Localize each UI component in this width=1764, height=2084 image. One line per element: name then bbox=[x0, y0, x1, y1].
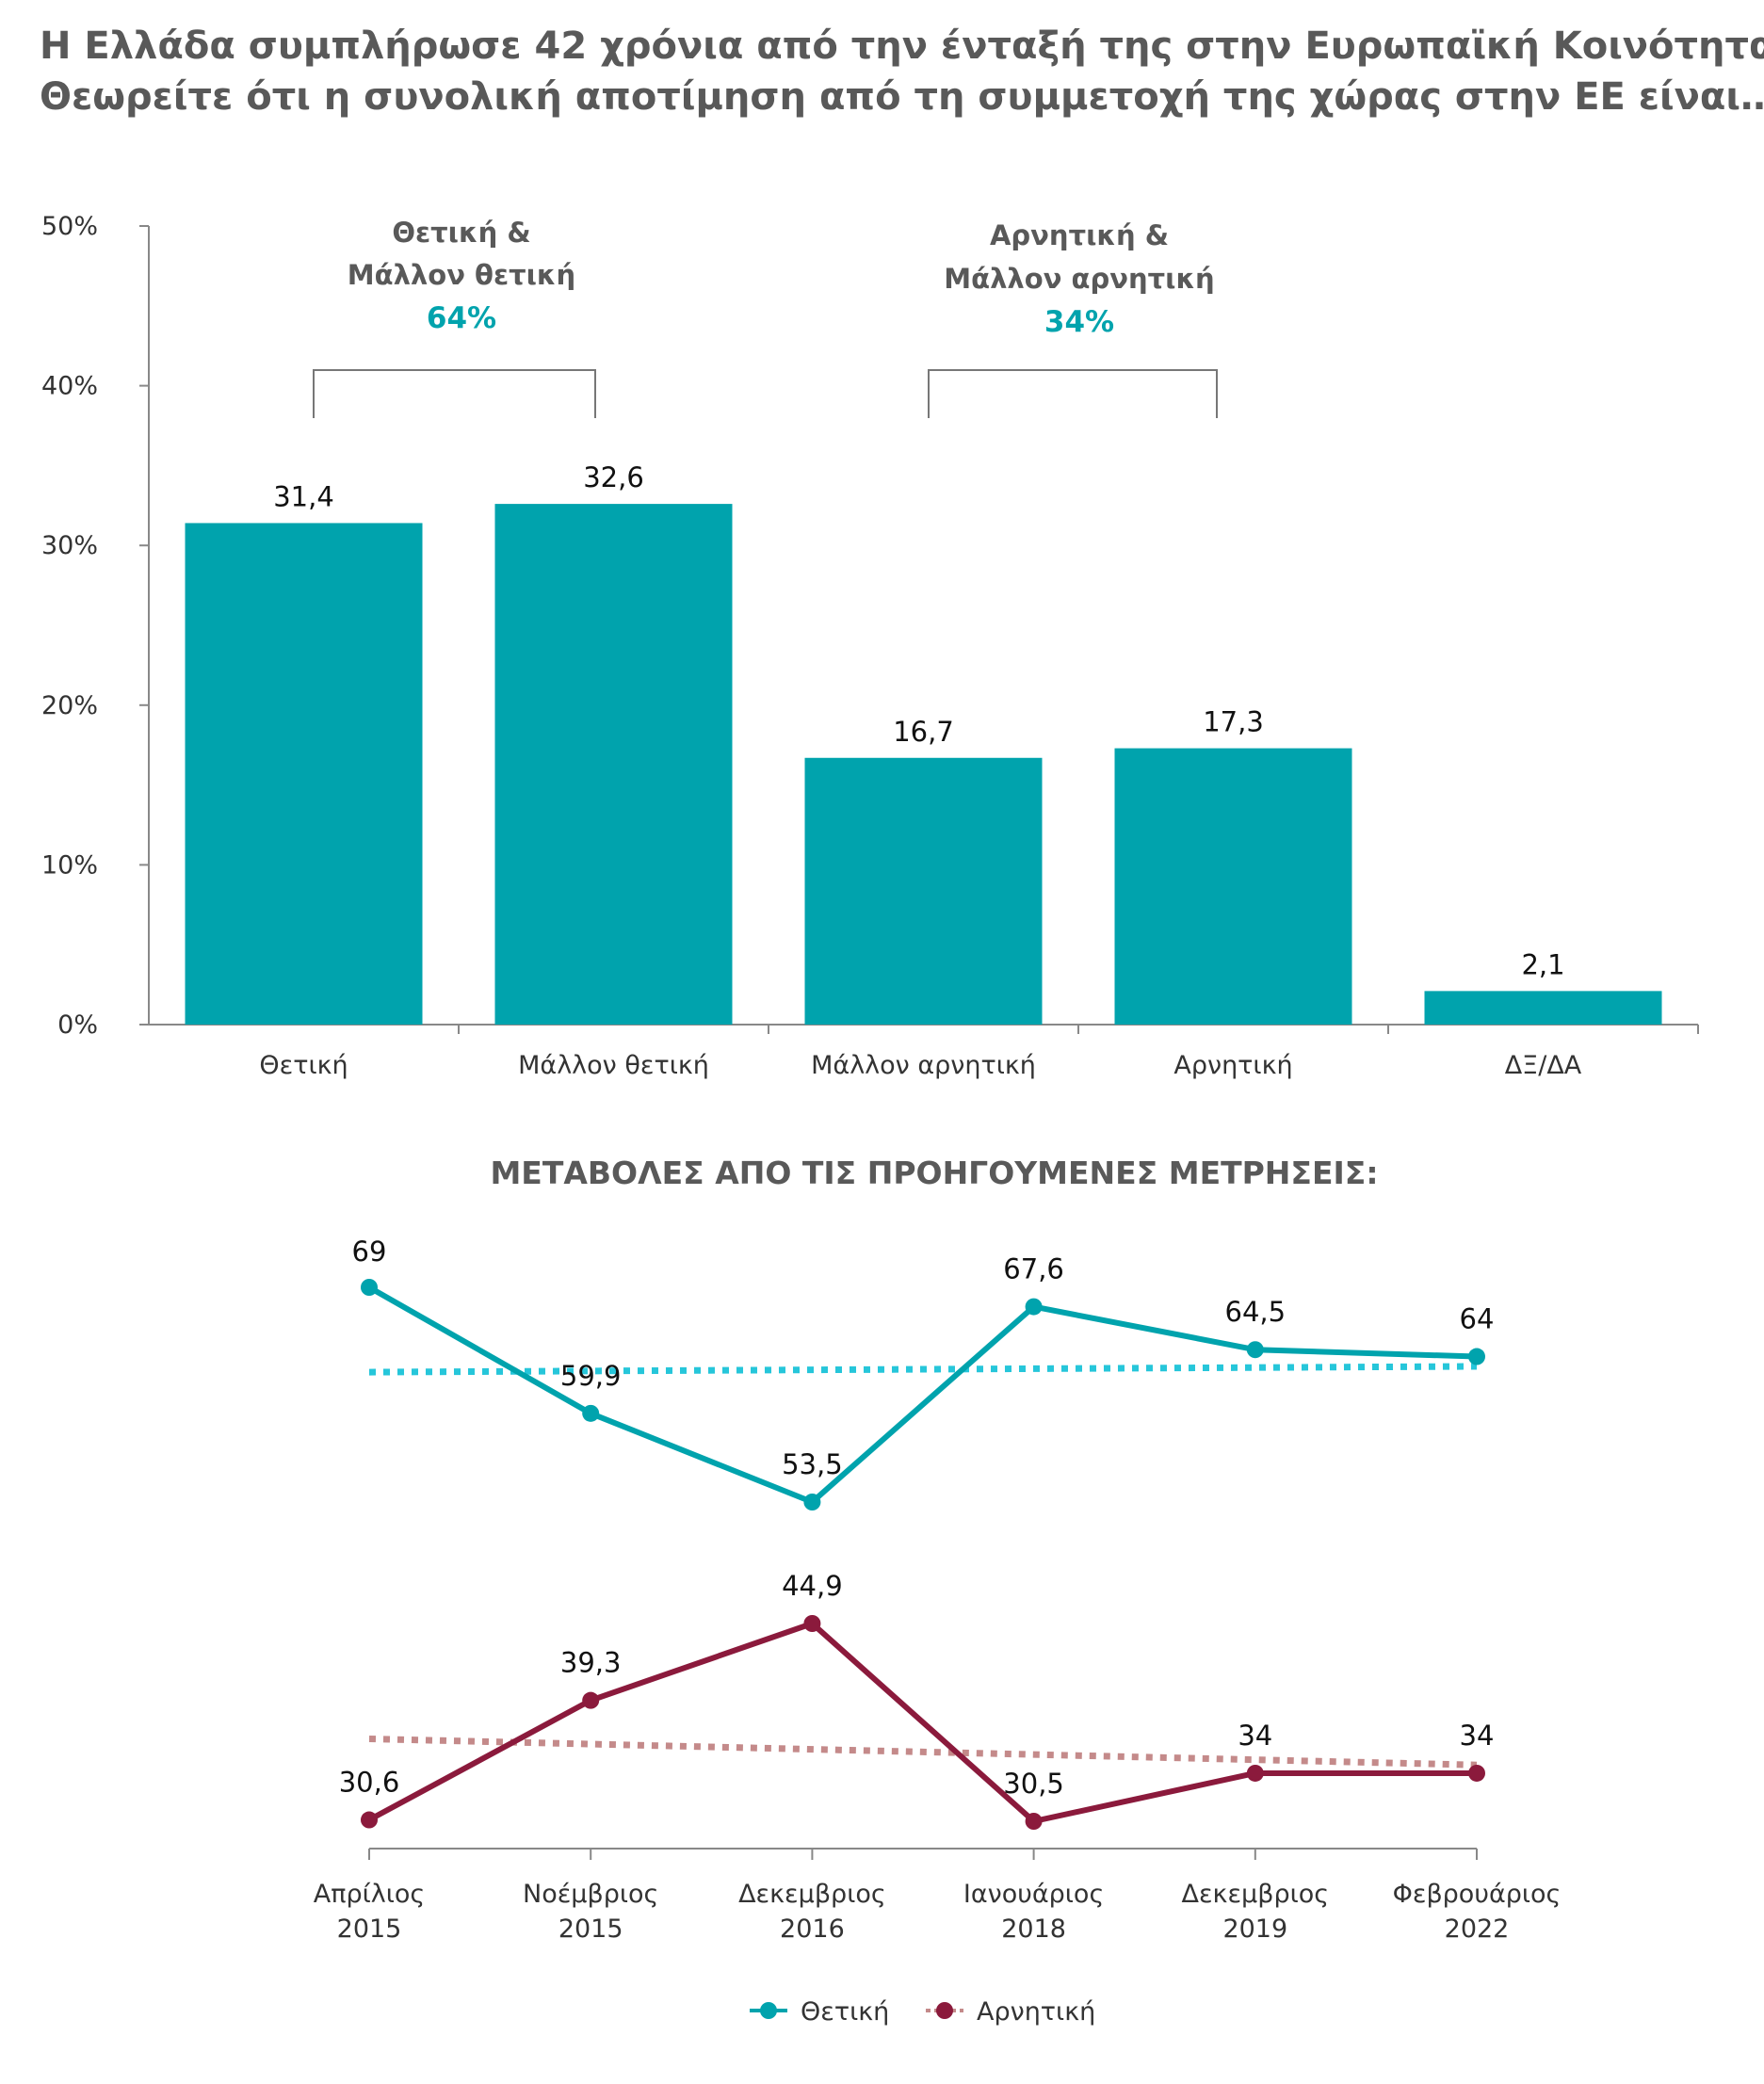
bar-value-label: 32,6 bbox=[583, 461, 644, 493]
line-x-tick-label: Ιανουάριος bbox=[963, 1880, 1104, 1909]
group-positive-annotation: Θετική & Μάλλον θετική 64% bbox=[313, 217, 596, 418]
trendline-negative bbox=[368, 1736, 1478, 1769]
bars-group: 31,4 Θετική 32,6 Μάλλον θετική 16,7 Μάλλον αρ… bbox=[185, 461, 1699, 1080]
legend-label-negative: Αρνητική bbox=[977, 1997, 1095, 2027]
bar-y-tick-label: 10% bbox=[41, 850, 98, 880]
point-label-negative: 30,5 bbox=[1003, 1768, 1064, 1800]
line-x-tick-label: Φεβρουάριος bbox=[1393, 1880, 1562, 1909]
point-negative bbox=[582, 1691, 600, 1709]
point-positive bbox=[803, 1494, 821, 1510]
point-label-positive: 53,5 bbox=[782, 1448, 843, 1480]
group-positive-line1: Θετική & bbox=[392, 217, 530, 249]
chart-title: Η Ελλάδα συμπλήρωσε 42 χρόνια από την έν… bbox=[40, 21, 1764, 122]
point-label-negative: 30,6 bbox=[339, 1767, 400, 1799]
bar bbox=[1114, 748, 1352, 1025]
bar-category-label: Αρνητική bbox=[1173, 1051, 1292, 1080]
title-line-2: Θεωρείτε ότι η συνολική αποτίμηση από τη… bbox=[40, 75, 1764, 119]
group-negative-bracket bbox=[928, 369, 1218, 418]
bar-value-label: 2,1 bbox=[1521, 948, 1564, 980]
bar-y-tick-label: 30% bbox=[41, 531, 98, 560]
legend-marker-negative bbox=[936, 2002, 953, 2019]
bar-category-label: Μάλλον αρνητική bbox=[811, 1051, 1036, 1080]
series-line-negative bbox=[367, 1621, 1477, 1824]
trendlines-group bbox=[368, 1363, 1478, 1769]
group-positive-pct: 64% bbox=[427, 301, 496, 335]
changes-title: ΜΕΤΑΒΟΛΕΣ ΑΠΟ ΤΙΣ ΠΡΟΗΓΟΥΜΕΝΕΣ ΜΕΤΡΗΣΕΙΣ… bbox=[490, 1155, 1378, 1191]
bar bbox=[494, 504, 733, 1025]
line-x-tick-year: 2018 bbox=[1001, 1914, 1066, 1944]
point-label-positive: 67,6 bbox=[1003, 1253, 1064, 1285]
group-negative-pct: 34% bbox=[1044, 305, 1114, 339]
bar-y-tick-label: 0% bbox=[57, 1010, 98, 1040]
line-x-tick-year: 2022 bbox=[1445, 1914, 1510, 1944]
point-label-negative: 44,9 bbox=[782, 1570, 843, 1602]
point-label-positive: 64,5 bbox=[1225, 1296, 1287, 1328]
point-positive bbox=[1468, 1348, 1485, 1365]
line-x-tick-label: Νοέμβριος bbox=[523, 1880, 658, 1909]
series-group: 69 59,9 53,5 67,6 64,5 64 30,6 39,3 44,9 30,5 34 34 bbox=[339, 1236, 1495, 1830]
bar-value-label: 17,3 bbox=[1203, 706, 1264, 738]
point-label-positive: 69 bbox=[352, 1236, 387, 1268]
legend-item-positive: Θετική bbox=[750, 1997, 889, 2027]
bar-y-tick-label: 40% bbox=[41, 372, 98, 401]
bar-category-label: ΔΞ/ΔΑ bbox=[1505, 1051, 1582, 1080]
bar-value-label: 16,7 bbox=[893, 716, 954, 748]
line-x-tick-label: Απρίλιος bbox=[314, 1880, 425, 1909]
trendline-positive bbox=[368, 1363, 1478, 1376]
group-negative-line1: Αρνητική & bbox=[990, 219, 1169, 251]
bar bbox=[804, 757, 1043, 1025]
line-x-tick-year: 2016 bbox=[780, 1914, 845, 1944]
group-positive-line2: Μάλλον θετική bbox=[348, 259, 575, 291]
line-x-tick-year: 2015 bbox=[558, 1914, 623, 1944]
bar-value-label: 31,4 bbox=[273, 480, 334, 512]
line-x-tick-label: Δεκεμβριος bbox=[1181, 1880, 1329, 1909]
group-positive-bracket bbox=[313, 369, 596, 418]
point-label-positive: 59,9 bbox=[560, 1360, 622, 1392]
point-negative bbox=[1246, 1764, 1264, 1782]
point-positive bbox=[1246, 1341, 1264, 1359]
line-x-tick-year: 2015 bbox=[337, 1914, 402, 1944]
title-line-1: Η Ελλάδα συμπλήρωσε 42 χρόνια από την έν… bbox=[40, 24, 1764, 68]
point-negative bbox=[803, 1615, 821, 1632]
legend-item-negative: Αρνητική bbox=[926, 1997, 1095, 2027]
point-label-positive: 64 bbox=[1460, 1303, 1495, 1335]
bar-category-label: Θετική bbox=[259, 1051, 348, 1080]
bar-y-tick-label: 20% bbox=[41, 691, 98, 720]
point-positive bbox=[1025, 1298, 1043, 1316]
point-positive bbox=[582, 1404, 600, 1422]
point-label-negative: 34 bbox=[1238, 1720, 1272, 1752]
legend-marker-positive bbox=[760, 2002, 777, 2019]
group-negative-annotation: Αρνητική & Μάλλον αρνητική 34% bbox=[928, 219, 1218, 418]
legend: Θετική Αρνητική bbox=[750, 1997, 1095, 2027]
series-line-positive bbox=[367, 1284, 1478, 1505]
group-negative-line2: Μάλλον αρνητική bbox=[944, 263, 1214, 295]
point-negative bbox=[1468, 1764, 1485, 1782]
legend-label-positive: Θετική bbox=[801, 1997, 889, 2027]
bar-y-tick-label: 50% bbox=[41, 212, 98, 241]
point-label-negative: 39,3 bbox=[560, 1647, 622, 1679]
point-label-negative: 34 bbox=[1460, 1720, 1495, 1752]
line-x-tick-label: Δεκεμβριος bbox=[738, 1880, 886, 1909]
point-positive bbox=[361, 1279, 378, 1296]
bar bbox=[185, 523, 423, 1025]
line-x-ticks: Απρίλιος 2015 Νοέμβριος 2015 Δεκεμβριος 2016 Ι… bbox=[314, 1849, 1562, 1944]
point-negative bbox=[1025, 1813, 1043, 1830]
bar bbox=[1424, 991, 1662, 1025]
bar-category-label: Μάλλον θετική bbox=[518, 1051, 709, 1080]
point-negative bbox=[361, 1811, 378, 1829]
line-x-tick-year: 2019 bbox=[1222, 1914, 1287, 1944]
bar-y-ticks: 0% 10% 20% 30% 40% 50% bbox=[41, 212, 149, 1040]
